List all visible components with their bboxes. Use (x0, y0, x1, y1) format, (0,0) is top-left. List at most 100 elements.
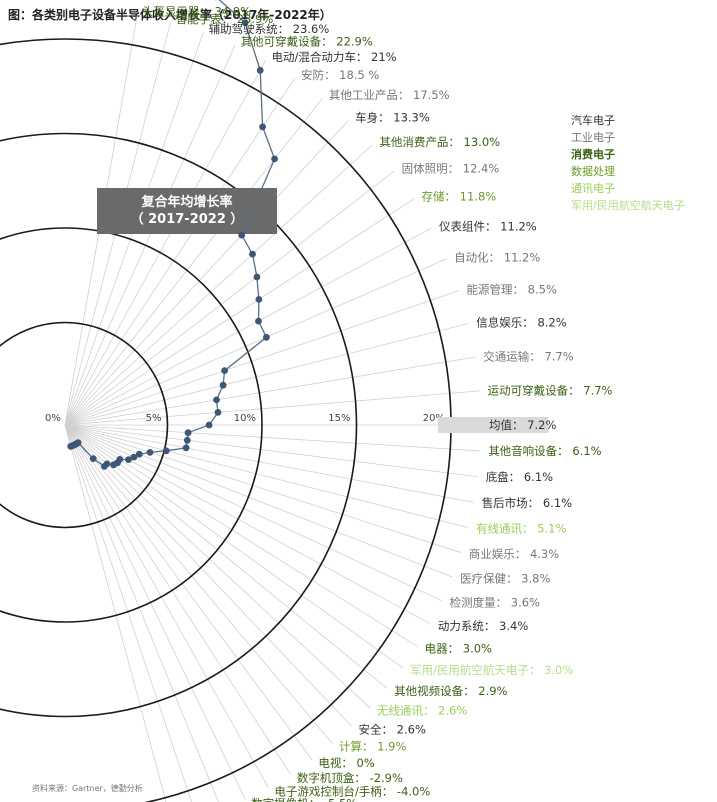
data-points (67, 0, 278, 470)
radial-spoke (64, 424, 371, 709)
data-point (249, 250, 256, 258)
grid-ring (0, 321, 169, 529)
point-label: 辅助驾驶系统： 23.6% (209, 22, 330, 36)
radial-spoke (64, 120, 349, 426)
data-point (162, 447, 170, 455)
radial-spoke (64, 198, 415, 426)
point-label: 电器： 3.0% (425, 642, 492, 656)
data-point (238, 231, 246, 239)
point-label: 动力系统： 3.4% (438, 619, 528, 633)
point-label: 有线通讯： 5.1% (476, 522, 566, 536)
legend-item: 工业电子 (571, 131, 615, 144)
axis-tick-label: 0% (45, 413, 61, 424)
radial-spoke (64, 323, 469, 426)
data-point (213, 396, 220, 404)
radial-spoke (64, 424, 418, 647)
point-label: 电动/混合动力车： 21% (272, 50, 397, 64)
point-label: 车身： 13.3% (355, 111, 430, 125)
point-label: 交通运输： 7.7% (483, 349, 573, 363)
radial-spoke (64, 424, 478, 478)
data-point (146, 449, 154, 456)
radial-spoke (64, 45, 236, 426)
legend-item: 通讯电子 (571, 182, 615, 195)
radial-spoke (64, 424, 403, 669)
radial-spoke (64, 290, 459, 426)
point-label: 信息娱乐： 8.2% (476, 316, 566, 330)
data-point (253, 273, 261, 281)
data-point (255, 296, 263, 303)
point-label: 安防： 18.5 % (301, 68, 379, 82)
radial-spoke (64, 424, 246, 800)
point-label: 其他视频设备： 2.9% (394, 684, 507, 698)
point-label: 计算： 1.9% (339, 740, 406, 754)
point-label: 运动可穿戴设备： 7.7% (488, 384, 613, 398)
data-point (263, 333, 270, 341)
point-label: 仪表组件： 11.2% (439, 219, 537, 233)
radial-spoke (64, 424, 167, 802)
legend-item: 汽车电子 (571, 113, 615, 127)
point-label: 检测度量： 3.6% (450, 596, 540, 610)
point-label: 其他消费产品： 13.0% (379, 135, 500, 149)
point-label: 存储： 11.8% (422, 190, 497, 204)
data-point (259, 123, 266, 131)
point-label: 底盘： 6.1% (486, 470, 553, 484)
legend-item: 消费电子 (571, 147, 615, 161)
center-label: 复合年均增长率（ 2017-2022 ） (97, 188, 277, 234)
radial-spoke (64, 424, 313, 760)
radial-spoke (64, 258, 447, 426)
radial-spoke (64, 424, 269, 789)
radial-spoke (64, 424, 481, 452)
point-label: 电子游戏控制台/手柄： -4.0% (274, 784, 430, 798)
radial-spoke (64, 424, 292, 775)
point-label: 其他可穿戴设备： 22.9% (241, 35, 373, 49)
chart-title: 图：各类别电子设备半导体收入增长率（2017年-2022年） (8, 8, 332, 22)
point-label: 均值： 7.2% (489, 418, 556, 432)
point-label: 医疗保健： 3.8% (460, 571, 550, 585)
point-label: 其他工业产品： 17.5% (329, 88, 450, 102)
axis-tick-label: 5% (146, 413, 162, 424)
data-point (183, 436, 191, 444)
radial-spoke (64, 424, 388, 689)
radial-spoke (64, 78, 296, 426)
point-label: 数字机顶盒： -2.9% (297, 771, 403, 785)
point-label: 数字摄像机： -5.5% (251, 796, 357, 802)
average-highlight (438, 417, 548, 433)
radial-spoke (64, 424, 353, 727)
data-point (256, 66, 264, 74)
radial-spoke (64, 424, 462, 553)
data-point (271, 155, 278, 163)
radial-spoke (64, 424, 469, 529)
data-point (219, 381, 227, 389)
radial-spokes (64, 15, 481, 802)
source-note: 资料来源：Gartner，德勤分析 (32, 784, 143, 793)
data-point (130, 453, 138, 461)
data-point (110, 461, 117, 469)
radial-spoke (64, 170, 395, 426)
radial-spoke (64, 424, 193, 802)
point-label: 头盔显示器： 34.9% (142, 4, 251, 18)
point-label: 电视： 0% (318, 756, 374, 770)
point-label: 固体照明： 12.4% (402, 162, 500, 176)
grid-ring (0, 227, 263, 623)
data-point (101, 463, 108, 470)
legend-item: 数据处理 (571, 164, 615, 178)
center-label-line: （ 2017-2022 ） (131, 211, 244, 227)
legend-item: 军用/民用航空航天电子 (571, 198, 685, 212)
radial-spoke (64, 424, 443, 602)
point-label: 无线通讯： 2.6% (377, 704, 467, 718)
radial-spoke (64, 424, 333, 744)
radial-spoke (64, 424, 474, 503)
data-point (214, 409, 222, 416)
data-point (184, 429, 192, 437)
point-label: 安全： 2.6% (359, 722, 426, 736)
radial-spoke (64, 424, 453, 578)
radial-spoke (64, 390, 480, 426)
center-label-box (97, 188, 277, 234)
data-point (182, 444, 190, 452)
radial-spoke (64, 356, 476, 426)
axis-tick-label: 15% (328, 413, 350, 424)
data-point (221, 367, 229, 374)
point-label: 智能手表： 23.9% (176, 12, 274, 26)
grid-ring (0, 132, 358, 718)
